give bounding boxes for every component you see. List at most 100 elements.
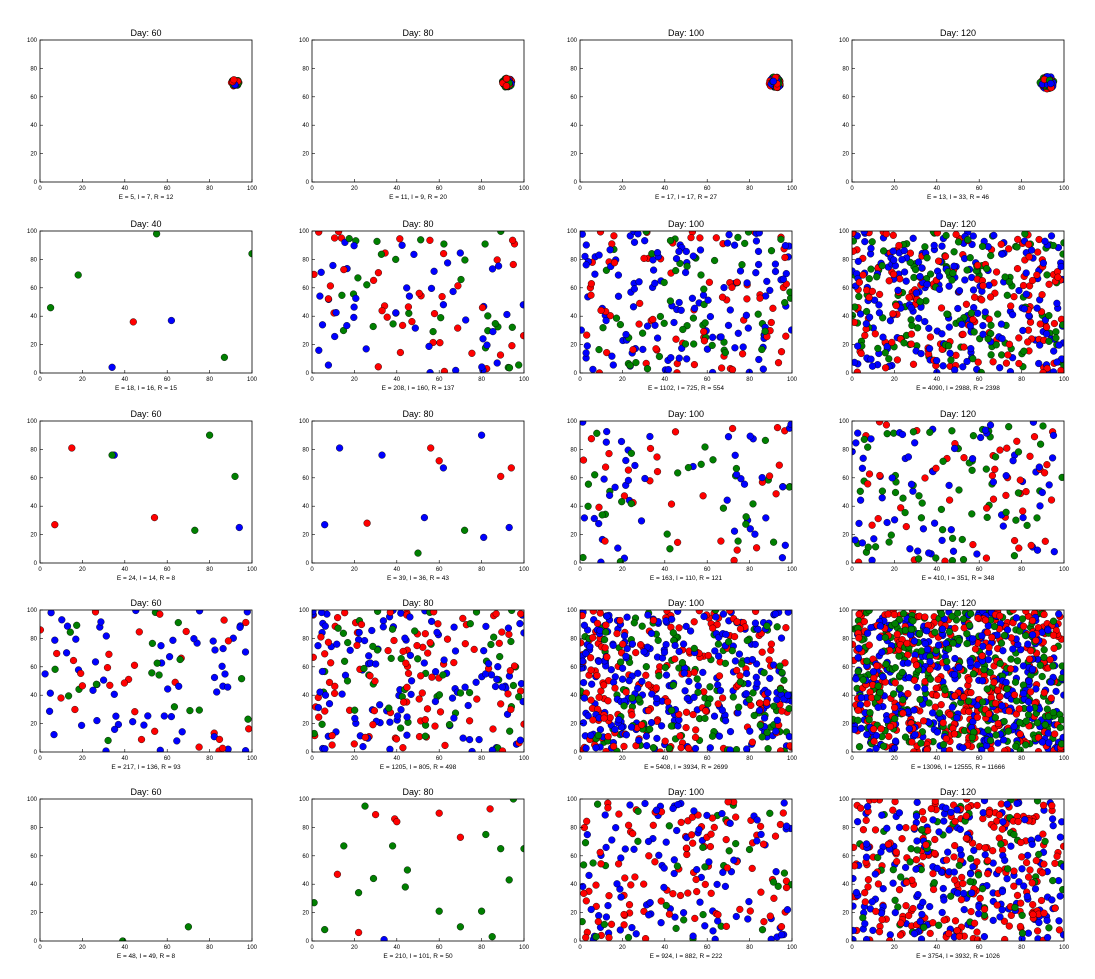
infected-point [868, 521, 876, 529]
exposed-point [947, 808, 955, 816]
infected-point [640, 254, 648, 263]
panel-caption: E = 1102, I = 725, R = 554 [648, 385, 724, 392]
exposed-point [935, 828, 943, 836]
infected-point [757, 822, 765, 831]
exposed-point [953, 714, 961, 722]
recovered-point [948, 612, 956, 620]
recovered-point [738, 261, 746, 269]
exposed-point [955, 287, 964, 295]
recovered-point [854, 716, 862, 724]
recovered-point [968, 466, 976, 474]
exposed-point [648, 690, 656, 698]
recovered-point [437, 314, 445, 322]
recovered-point [345, 234, 353, 243]
recovered-point [1010, 830, 1018, 839]
exposed-point [951, 654, 959, 663]
y-tick-label: 40 [570, 693, 577, 699]
exposed-point [213, 688, 221, 696]
x-tick-label: 20 [79, 945, 86, 951]
exposed-point [646, 898, 654, 907]
recovered-point [923, 254, 931, 262]
exposed-point [487, 671, 496, 679]
infected-point [1028, 617, 1037, 625]
infected-point [978, 296, 986, 304]
exposed-point [581, 252, 589, 261]
exposed-point [710, 712, 719, 720]
exposed-point [614, 271, 623, 279]
exposed-point [1024, 640, 1032, 648]
exposed-point [914, 547, 922, 555]
exposed-point [878, 494, 886, 502]
exposed-point [606, 491, 614, 500]
exposed-point [653, 334, 662, 342]
infected-point [473, 695, 481, 703]
infected-point [731, 633, 739, 641]
exposed-point [427, 284, 436, 293]
infected-point [1047, 496, 1056, 504]
recovered-point [907, 845, 915, 853]
exposed-point [999, 522, 1007, 530]
x-tick-label: 100 [247, 945, 258, 951]
exposed-point [726, 746, 734, 752]
infected-point [910, 824, 918, 832]
infected-point [715, 672, 724, 680]
exposed-point [588, 680, 596, 688]
recovered-point [911, 265, 920, 274]
infected-point [1048, 801, 1056, 810]
infected-point [684, 744, 693, 752]
data-points [1036, 73, 1058, 93]
x-tick-label: 60 [164, 186, 171, 192]
exposed-point [974, 910, 983, 918]
y-tick-label: 0 [34, 561, 38, 567]
infected-point [1040, 689, 1048, 697]
infected-point [600, 681, 608, 689]
infected-point [341, 610, 349, 617]
exposed-point [868, 898, 876, 906]
x-tick-label: 20 [619, 945, 626, 951]
y-tick-label: 40 [570, 882, 577, 888]
exposed-point [612, 824, 620, 832]
recovered-point [769, 878, 778, 886]
exposed-point [866, 313, 874, 321]
infected-point [691, 733, 700, 742]
exposed-point [980, 799, 989, 805]
exposed-point [318, 321, 327, 329]
infected-point [854, 706, 862, 714]
x-tick-label: 100 [519, 756, 530, 762]
infected-point [592, 881, 600, 889]
exposed-point [595, 251, 603, 259]
recovered-point [900, 610, 908, 618]
scatter-panel: Day: 80 0 20 40 60 80 100 0 20 40 60 80 100 E = 39, I… [280, 407, 536, 590]
recovered-point [456, 923, 465, 931]
exposed-point [905, 725, 913, 733]
infected-point [495, 639, 503, 647]
exposed-point [482, 670, 490, 678]
y-tick-label: 100 [299, 229, 310, 235]
infected-point [782, 883, 791, 892]
recovered-point [932, 554, 940, 562]
y-tick-label: 0 [34, 939, 38, 945]
axes-frame [39, 420, 253, 564]
exposed-point [77, 721, 86, 730]
exposed-point [674, 722, 682, 730]
infected-point [692, 726, 700, 734]
recovered-point [667, 706, 676, 715]
infected-point [631, 873, 639, 881]
infected-point [746, 907, 754, 915]
infected-point [773, 423, 782, 432]
recovered-point [855, 292, 863, 301]
infected-point [589, 610, 597, 615]
recovered-point [983, 264, 991, 273]
infected-point [1034, 748, 1043, 752]
infected-point [957, 896, 966, 904]
infected-point [906, 249, 915, 257]
infected-point [517, 610, 524, 618]
y-tick-label: 40 [842, 504, 849, 510]
infected-point [450, 658, 458, 667]
exposed-point [475, 736, 483, 744]
x-tick-label: 60 [976, 945, 983, 951]
recovered-point [231, 472, 239, 481]
recovered-point [1018, 929, 1027, 937]
